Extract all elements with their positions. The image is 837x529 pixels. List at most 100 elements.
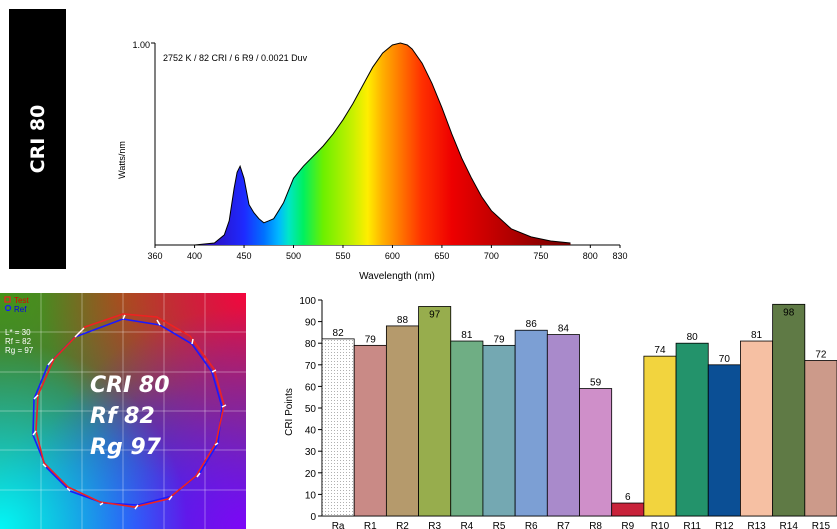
spectrum-outline xyxy=(174,42,571,246)
cri-bar-category-label: R8 xyxy=(589,521,602,529)
cri-bar-ra xyxy=(321,338,355,517)
cri-bar-category-label: R14 xyxy=(780,521,799,529)
cri-bar-r2 xyxy=(385,325,419,517)
cri-bar-r10 xyxy=(643,355,677,517)
spectrum-x-tick-label: 750 xyxy=(533,251,548,261)
legend-test-label: Test xyxy=(14,296,29,305)
bar-y-tick-label: 40 xyxy=(305,426,317,437)
cri-bar-value-label: 74 xyxy=(654,345,666,356)
cri-bar-value-label: 84 xyxy=(558,324,570,335)
cri-bar-r5 xyxy=(482,344,516,517)
spectrum-x-tick-label: 700 xyxy=(484,251,499,261)
spectrum-x-tick-label: 450 xyxy=(237,251,252,261)
bar-y-tick-label: 50 xyxy=(305,404,317,415)
cri-bar-category-label: R4 xyxy=(460,521,473,529)
bar-y-tick-label: 20 xyxy=(305,469,317,480)
cri-bar-value-label: 70 xyxy=(719,354,731,365)
cri-bar-category-label: R9 xyxy=(621,521,634,529)
cri-bar-category-label: Ra xyxy=(332,521,345,529)
spectrum-x-ticks: 360 400 450 500 550 600 650 700 750 800 830 xyxy=(147,245,628,261)
cri-bar-value-label: 72 xyxy=(815,349,827,360)
cri-bar-category-label: R11 xyxy=(683,521,701,529)
cri-bar-r13 xyxy=(740,340,774,517)
vector-grid xyxy=(0,293,246,529)
spectrum-x-tick-label: 400 xyxy=(187,251,202,261)
cri-bar-r15 xyxy=(804,360,837,517)
rf-small-text: Rf = 82 xyxy=(5,337,32,346)
cri-bar-r4 xyxy=(450,340,484,517)
bar-y-tick-label: 60 xyxy=(305,382,317,393)
spectrum-y-tick-top: 1.00 xyxy=(132,40,150,50)
test-gamut-polygon xyxy=(35,313,225,508)
cri-side-label-text: CRI 80 xyxy=(26,104,49,174)
spectrum-x-tick-label: 550 xyxy=(335,251,350,261)
bar-y-tick-label: 100 xyxy=(299,296,316,307)
spectrum-x-tick-label: 600 xyxy=(385,251,400,261)
cri-bar-r7 xyxy=(546,334,580,517)
cri-bar-category-label: R1 xyxy=(364,521,377,529)
cri-bar-r12 xyxy=(707,364,741,517)
color-vector-graphic: Test Ref L* = 30 Rf = 82 Rg = 97 CRI 80 … xyxy=(0,293,246,529)
cri-bar-value-label: 79 xyxy=(365,334,377,345)
spectrum-annotation: 2752 K / 82 CRI / 6 R9 / 0.0021 Duv xyxy=(163,53,308,63)
spectrum-plot-area xyxy=(151,42,620,246)
cri-side-label: CRI 80 xyxy=(9,9,66,269)
bar-y-tick-label: 80 xyxy=(305,339,317,350)
spectrum-area xyxy=(174,43,571,245)
cri-bar-value-label: 81 xyxy=(751,330,763,341)
big-rg-text: Rg 97 xyxy=(90,435,161,460)
legend-test-marker xyxy=(4,296,11,303)
spectrum-x-tick-label: 650 xyxy=(434,251,449,261)
lstar-text: L* = 30 xyxy=(5,328,31,337)
cri-bar-r11 xyxy=(675,342,709,517)
cri-bar-category-label: R5 xyxy=(493,521,506,529)
cri-bar-category-label: R3 xyxy=(428,521,441,529)
spectrum-chart: 2752 K / 82 CRI / 6 R9 / 0.0021 Duv Watt… xyxy=(117,40,628,282)
cri-bar-category-label: R15 xyxy=(812,521,831,529)
bar-y-tick-label: 30 xyxy=(305,447,317,458)
bar-y-tick-label: 10 xyxy=(305,490,317,501)
big-rf-text: Rf 82 xyxy=(90,404,155,429)
cri-bar-value-label: 86 xyxy=(526,319,538,330)
cri-bar-category-label: R7 xyxy=(557,521,570,529)
cri-bar-r8 xyxy=(579,388,613,517)
cri-bar-r3 xyxy=(418,306,452,517)
color-vector-background xyxy=(0,293,246,529)
cri-bar-value-label: 82 xyxy=(333,328,345,339)
cri-bar-category-label: R6 xyxy=(525,521,538,529)
spectrum-y-label: Watts/nm xyxy=(117,141,127,179)
cri-bar-value-label: 81 xyxy=(461,330,473,341)
big-cri-text: CRI 80 xyxy=(90,373,170,398)
cri-bar-r6 xyxy=(514,329,548,517)
cri-bar-category-label: R13 xyxy=(747,521,766,529)
bar-y-tick-label: 90 xyxy=(305,318,317,329)
spectrum-x-tick-label: 360 xyxy=(147,251,162,261)
cri-bar-value-label: 97 xyxy=(429,309,441,320)
spectrum-x-tick-label: 830 xyxy=(612,251,627,261)
color-vector-svg xyxy=(0,293,246,529)
cri-bar-value-label: 59 xyxy=(590,378,602,389)
cri-bar-category-label: R2 xyxy=(396,521,409,529)
bar-chart-bars: 82 Ra 79 R1 88 R2 97 R3 81 R4 79 R5 86 R6 84 R7 59 R8 6 R9 7… xyxy=(321,303,837,529)
vector-arrows xyxy=(32,314,227,510)
bar-y-tick-label: 70 xyxy=(305,361,317,372)
cri-bar-category-label: R12 xyxy=(715,521,734,529)
cri-bar-value-label: 79 xyxy=(493,334,505,345)
cri-bar-r9 xyxy=(611,502,645,517)
cri-bar-category-label: R10 xyxy=(651,521,670,529)
cri-bar-r14 xyxy=(772,303,806,517)
cri-bar-value-label: 80 xyxy=(687,332,699,343)
spectrum-x-tick-label: 500 xyxy=(286,251,301,261)
spectrum-x-tick-label: 800 xyxy=(583,251,598,261)
cri-bar-value-label: 88 xyxy=(397,315,409,326)
rg-small-text: Rg = 97 xyxy=(5,346,34,355)
bar-chart-y-label: CRI Points xyxy=(284,388,295,436)
cri-bar-chart: CRI Points 0 10 20 30 40 50 60 70 80 90 100 82 Ra 79… xyxy=(284,296,837,529)
cri-bar-value-label: 98 xyxy=(783,307,795,318)
cri-bar-r1 xyxy=(353,344,387,517)
cri-bar-value-label: 6 xyxy=(625,492,631,503)
legend-ref-label: Ref xyxy=(14,305,27,314)
spectrum-x-label: Wavelength (nm) xyxy=(359,271,435,282)
legend-ref-marker xyxy=(4,304,12,312)
bar-y-tick-label: 0 xyxy=(310,512,316,523)
